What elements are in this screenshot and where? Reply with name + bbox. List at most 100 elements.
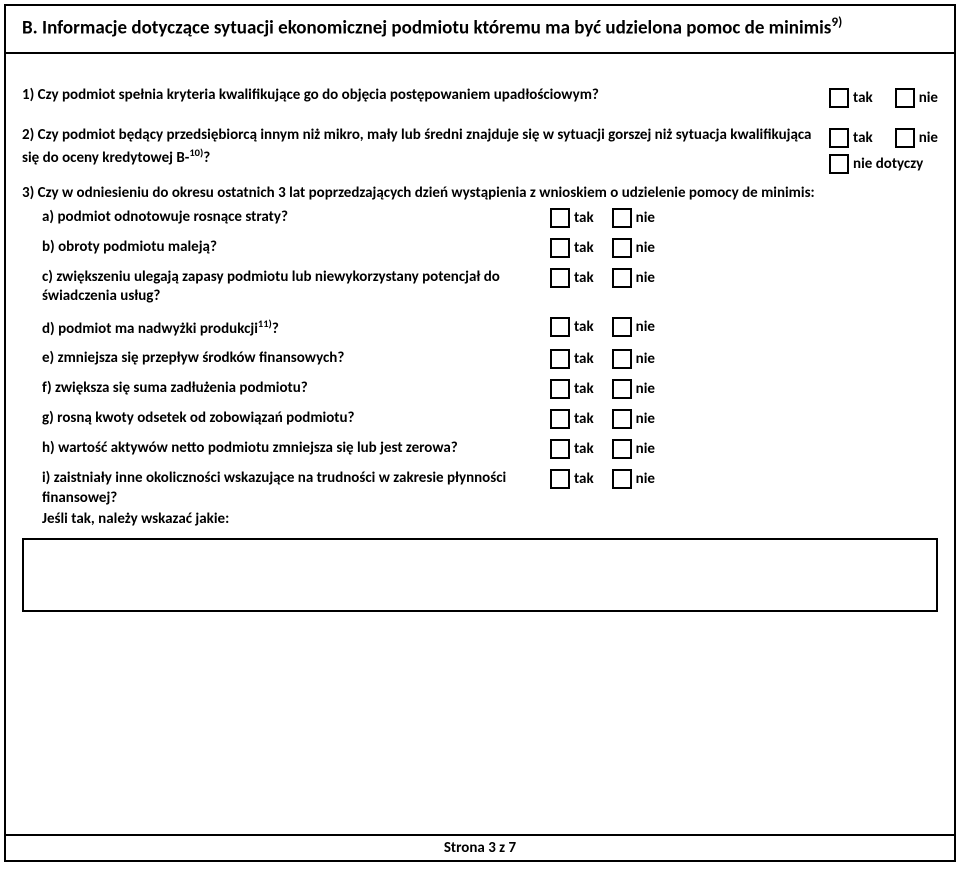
checkbox-icon xyxy=(550,469,570,489)
checkbox-icon xyxy=(550,379,570,399)
question-3i-answers: tak nie xyxy=(550,469,655,489)
question-3h-row: h) wartość aktywów netto podmiotu zmniej… xyxy=(22,439,938,459)
checkbox-icon xyxy=(829,154,849,174)
question-3f-row: f) zwiększa się suma zadłużenia podmiotu… xyxy=(22,379,938,399)
question-1-row: 1) Czy podmiot spełnia kryteria kwalifik… xyxy=(22,86,938,108)
checkbox-icon xyxy=(612,317,632,337)
section-b-header: B. Informacje dotyczące sytuacji ekonomi… xyxy=(6,6,954,54)
tak-label: tak xyxy=(574,410,594,428)
checkbox-icon xyxy=(829,88,849,108)
question-1-text: 1) Czy podmiot spełnia kryteria kwalifik… xyxy=(22,86,829,106)
checkbox-icon xyxy=(895,88,915,108)
form-page: B. Informacje dotyczące sytuacji ekonomi… xyxy=(4,4,956,862)
tak-label: tak xyxy=(853,129,873,147)
q3h-nie[interactable]: nie xyxy=(612,439,655,459)
question-2-answers: tak nie nie dotyczy xyxy=(829,126,938,174)
question-3c-row: c) zwiększeniu ulegają zapasy podmiotu l… xyxy=(22,268,938,307)
checkbox-icon xyxy=(612,208,632,228)
tak-label: tak xyxy=(574,269,594,287)
question-3a-row: a) podmiot odnotowuje rosnące straty? ta… xyxy=(22,208,938,228)
q3g-tak[interactable]: tak xyxy=(550,409,594,429)
q1-tak[interactable]: tak xyxy=(829,88,873,108)
tak-label: tak xyxy=(574,318,594,336)
question-3a-answers: tak nie xyxy=(550,208,655,228)
q3g-nie[interactable]: nie xyxy=(612,409,655,429)
question-3g-answers: tak nie xyxy=(550,409,655,429)
q2-nie-dotyczy[interactable]: nie dotyczy xyxy=(829,154,938,174)
tak-label: tak xyxy=(574,380,594,398)
question-3h-text: h) wartość aktywów netto podmiotu zmniej… xyxy=(22,439,542,459)
question-3g-text: g) rosną kwoty odsetek od zobowiązań pod… xyxy=(22,409,542,429)
checkbox-icon xyxy=(612,379,632,399)
q3a-tak[interactable]: tak xyxy=(550,208,594,228)
nie-label: nie xyxy=(636,380,655,398)
checkbox-icon xyxy=(895,128,915,148)
checkbox-icon xyxy=(550,268,570,288)
question-2-text: 2) Czy podmiot będący przedsiębiorcą inn… xyxy=(22,126,829,168)
q3i-details-textbox[interactable] xyxy=(22,538,938,612)
checkbox-icon xyxy=(550,208,570,228)
question-3i-row: i) zaistniały inne okoliczności wskazują… xyxy=(22,469,938,508)
checkbox-icon xyxy=(550,439,570,459)
checkbox-icon xyxy=(550,238,570,258)
q3d-tak[interactable]: tak xyxy=(550,317,594,337)
q3h-tak[interactable]: tak xyxy=(550,439,594,459)
question-3b-answers: tak nie xyxy=(550,238,655,258)
tak-label: tak xyxy=(574,440,594,458)
nie-label: nie xyxy=(636,470,655,488)
q3i-nie[interactable]: nie xyxy=(612,469,655,489)
q3f-tak[interactable]: tak xyxy=(550,379,594,399)
nie-dotyczy-label: nie dotyczy xyxy=(853,155,923,173)
q2-nie[interactable]: nie xyxy=(895,128,938,148)
q3b-nie[interactable]: nie xyxy=(612,238,655,258)
tak-label: tak xyxy=(574,470,594,488)
checkbox-icon xyxy=(612,469,632,489)
q3c-tak[interactable]: tak xyxy=(550,268,594,288)
question-3a-text: a) podmiot odnotowuje rosnące straty? xyxy=(22,208,542,228)
checkbox-icon xyxy=(550,349,570,369)
question-3d-text: d) podmiot ma nadwyżki produkcji11)? xyxy=(22,317,542,340)
question-3e-answers: tak nie xyxy=(550,349,655,369)
question-3e-text: e) zmniejsza się przepływ środków finans… xyxy=(22,349,542,369)
page-footer: Strona 3 z 7 xyxy=(6,834,954,860)
nie-label: nie xyxy=(636,410,655,428)
question-3-intro: 3) Czy w odniesieniu do okresu ostatnich… xyxy=(22,184,938,204)
q3c-nie[interactable]: nie xyxy=(612,268,655,288)
q3i-tak[interactable]: tak xyxy=(550,469,594,489)
q1-nie[interactable]: nie xyxy=(895,88,938,108)
tak-label: tak xyxy=(574,209,594,227)
nie-label: nie xyxy=(636,269,655,287)
question-3d-row: d) podmiot ma nadwyżki produkcji11)? tak… xyxy=(22,317,938,340)
question-2-row: 2) Czy podmiot będący przedsiębiorcą inn… xyxy=(22,126,938,174)
q3e-tak[interactable]: tak xyxy=(550,349,594,369)
checkbox-icon xyxy=(550,409,570,429)
q3d-nie[interactable]: nie xyxy=(612,317,655,337)
question-3d-answers: tak nie xyxy=(550,317,655,337)
question-3g-row: g) rosną kwoty odsetek od zobowiązań pod… xyxy=(22,409,938,429)
section-title-sup: 9) xyxy=(831,13,842,30)
tak-label: tak xyxy=(574,239,594,257)
question-3b-text: b) obroty podmiotu maleją? xyxy=(22,238,542,258)
question-3i-followup: Jeśli tak, należy wskazać jakie: xyxy=(22,510,938,530)
nie-label: nie xyxy=(636,209,655,227)
question-3f-answers: tak nie xyxy=(550,379,655,399)
tak-label: tak xyxy=(574,350,594,368)
nie-label: nie xyxy=(636,440,655,458)
question-3h-answers: tak nie xyxy=(550,439,655,459)
q3f-nie[interactable]: nie xyxy=(612,379,655,399)
nie-label: nie xyxy=(919,89,938,107)
form-body: 1) Czy podmiot spełnia kryteria kwalifik… xyxy=(6,54,954,530)
question-3c-text: c) zwiększeniu ulegają zapasy podmiotu l… xyxy=(22,268,542,307)
q2-tak[interactable]: tak xyxy=(829,128,873,148)
checkbox-icon xyxy=(612,268,632,288)
checkbox-icon xyxy=(612,349,632,369)
q3e-nie[interactable]: nie xyxy=(612,349,655,369)
checkbox-icon xyxy=(612,439,632,459)
q3b-tak[interactable]: tak xyxy=(550,238,594,258)
question-3i-text: i) zaistniały inne okoliczności wskazują… xyxy=(22,469,542,508)
nie-label: nie xyxy=(636,350,655,368)
question-3f-text: f) zwiększa się suma zadłużenia podmiotu… xyxy=(22,379,542,399)
q3a-nie[interactable]: nie xyxy=(612,208,655,228)
section-title: B. Informacje dotyczące sytuacji ekonomi… xyxy=(22,16,831,39)
checkbox-icon xyxy=(829,128,849,148)
